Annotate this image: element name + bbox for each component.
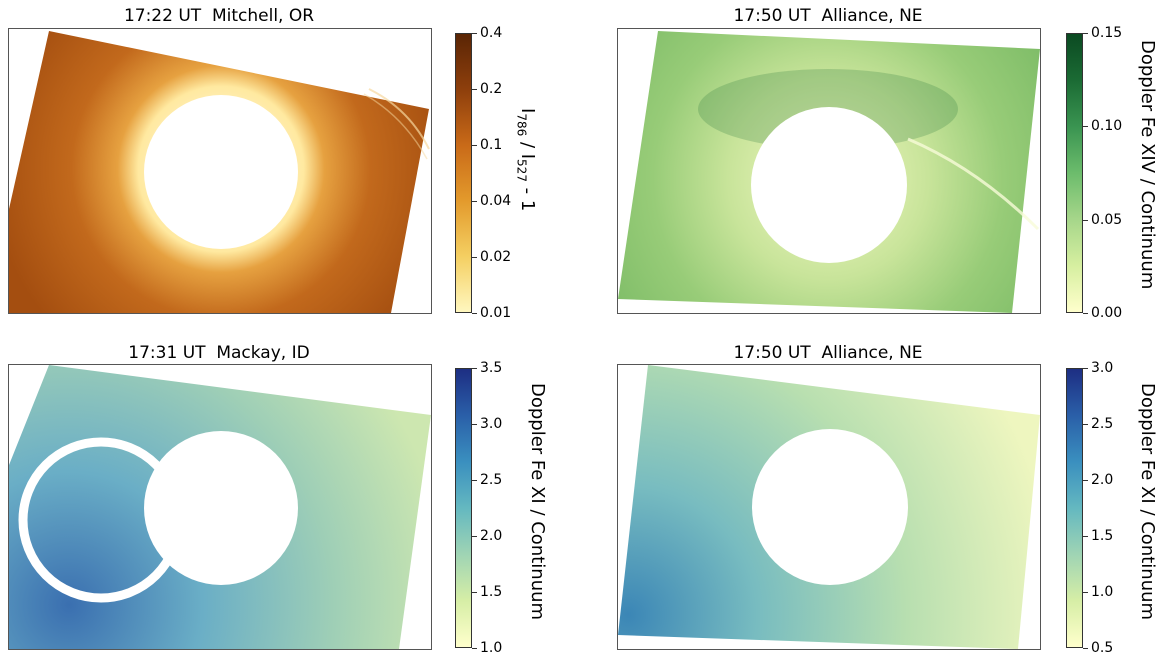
- colorbar-tick-label: 0.05: [1091, 212, 1123, 228]
- colorbar-alliance-bottom: [1066, 368, 1083, 648]
- occulting-disk: [144, 95, 298, 249]
- colorbar-tick-label: 0.5: [1091, 640, 1114, 656]
- colorbar-tick-label: 0.4: [480, 25, 503, 41]
- colorbar-tick-mark: [1083, 33, 1088, 34]
- colorbar-label-alliance-bottom: Doppler Fe XI / Continuum: [1137, 383, 1158, 621]
- colorbar-tick-label: 0.00: [1091, 305, 1123, 321]
- colorbar-tick-label: 3.0: [480, 416, 503, 432]
- colorbar-tick-label: 0.2: [480, 81, 503, 97]
- panel-title-alliance-top: 17:50 UT Alliance, NE: [733, 6, 923, 26]
- colorbar-tick-label: 1.5: [480, 584, 503, 600]
- colorbar-tick-mark: [472, 648, 477, 649]
- colorbar-mitchell: [455, 33, 472, 313]
- colorbar-tick-mark: [472, 480, 477, 481]
- colorbar-tick-mark: [472, 257, 477, 258]
- colorbar-tick-mark: [1083, 424, 1088, 425]
- colorbar-tick-label: 0.02: [480, 249, 512, 265]
- colorbar-mackay: [455, 368, 472, 648]
- colorbar-tick-mark: [1083, 313, 1088, 314]
- colorbar-tick-label: 3.0: [1091, 360, 1114, 376]
- occulting-disk: [752, 429, 908, 585]
- colorbar-tick-label: 2.0: [480, 528, 503, 544]
- colorbar-tick-label: 2.5: [1091, 416, 1114, 432]
- colorbar-tick-label: 1.0: [1091, 584, 1114, 600]
- image-panel-mackay: [8, 364, 432, 650]
- colorbar-tick-mark: [472, 368, 477, 369]
- colorbar-tick-mark: [1083, 592, 1088, 593]
- colorbar-label-alliance-top: Doppler Fe XIV / Continuum: [1137, 40, 1158, 290]
- colorbar-tick-mark: [1083, 536, 1088, 537]
- colorbar-tick-label: 0.15: [1091, 25, 1123, 41]
- colorbar-tick-label: 1.0: [480, 640, 503, 656]
- colorbar-tick-mark: [1083, 368, 1088, 369]
- image-panel-alliance-top: [617, 28, 1041, 314]
- colorbar-tick-label: 1.5: [1091, 528, 1114, 544]
- colorbar-tick-label: 0.01: [480, 305, 512, 321]
- panel-title-alliance-bottom: 17:50 UT Alliance, NE: [733, 343, 923, 363]
- colorbar-tick-mark: [472, 89, 477, 90]
- colorbar-tick-mark: [472, 424, 477, 425]
- colorbar-tick-mark: [1083, 220, 1088, 221]
- colorbar-tick-label: 0.1: [480, 137, 503, 153]
- colorbar-label-mitchell: I786 / I527 - 1: [514, 108, 538, 212]
- colorbar-tick-mark: [472, 536, 477, 537]
- colorbar-tick-mark: [472, 201, 477, 202]
- colorbar-tick-mark: [1083, 480, 1088, 481]
- colorbar-tick-mark: [1083, 126, 1088, 127]
- colorbar-tick-mark: [472, 592, 477, 593]
- colorbar-tick-mark: [472, 313, 477, 314]
- colorbar-tick-label: 0.10: [1091, 118, 1123, 134]
- colorbar-tick-mark: [472, 145, 477, 146]
- colorbar-label-mackay: Doppler Fe XI / Continuum: [527, 383, 548, 621]
- colorbar-tick-label: 0.04: [480, 193, 512, 209]
- image-panel-mitchell: [8, 28, 432, 314]
- colorbar-tick-label: 2.5: [480, 472, 503, 488]
- colorbar-tick-mark: [472, 33, 477, 34]
- panel-title-mackay: 17:31 UT Mackay, ID: [128, 343, 310, 363]
- colorbar-tick-mark: [1083, 648, 1088, 649]
- occulting-disk: [751, 107, 907, 263]
- panel-title-mitchell: 17:22 UT Mitchell, OR: [123, 6, 315, 26]
- colorbar-tick-label: 2.0: [1091, 472, 1114, 488]
- colorbar-tick-label: 3.5: [480, 360, 503, 376]
- image-panel-alliance-bottom: [617, 364, 1041, 650]
- colorbar-alliance-top: [1066, 33, 1083, 313]
- occulting-disk: [144, 431, 298, 585]
